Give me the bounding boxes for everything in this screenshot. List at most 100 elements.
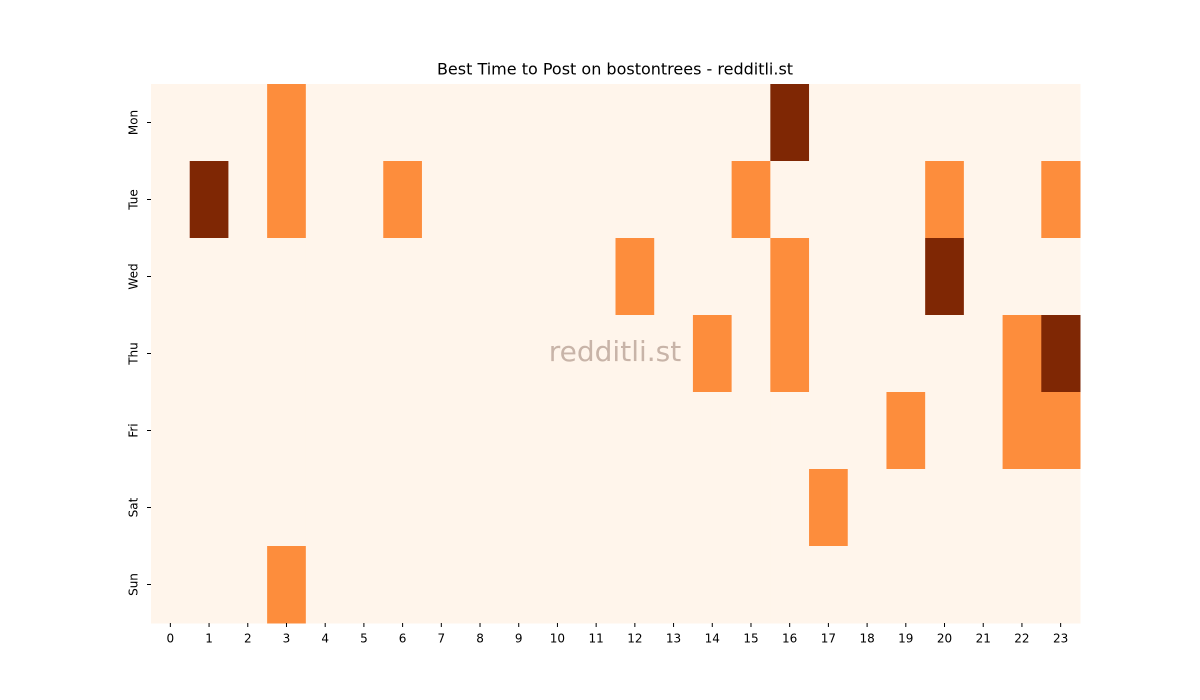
x-tick-label: 3 (283, 632, 291, 646)
heatmap-cell (731, 546, 771, 624)
heatmap-cell (344, 315, 384, 393)
heatmap-cell (692, 238, 733, 316)
heatmap-cell (576, 392, 616, 470)
heatmap-cell (460, 238, 500, 316)
heatmap-cell (460, 84, 500, 162)
heatmap-cell (151, 392, 191, 470)
heatmap-cell (731, 315, 771, 393)
heatmap-cell (615, 84, 655, 162)
heatmap-cell (615, 315, 655, 393)
heatmap-cell (267, 315, 307, 393)
heatmap-cell (731, 392, 771, 470)
heatmap-cell (151, 546, 191, 624)
heatmap-cell (925, 315, 965, 393)
heatmap-cell (305, 238, 346, 316)
heatmap-cell (847, 161, 887, 239)
heatmap-cell (770, 392, 810, 470)
heatmap-cell (1002, 161, 1042, 239)
heatmap-cell (538, 84, 578, 162)
heatmap-cell (1002, 546, 1042, 624)
heatmap-cell (809, 161, 849, 239)
heatmap-cell (305, 392, 346, 470)
heatmap-cell (615, 392, 655, 470)
heatmap-cell (809, 546, 849, 624)
heatmap-cell (499, 84, 539, 162)
x-tick-label: 5 (360, 632, 368, 646)
heatmap-cell (383, 161, 423, 239)
heatmap-cell (151, 238, 191, 316)
heatmap-cell (1041, 546, 1081, 624)
heatmap-cell (847, 238, 887, 316)
y-tick-label: Fri (127, 423, 141, 437)
heatmap-cell (267, 392, 307, 470)
heatmap-cell (344, 469, 384, 547)
heatmap-cell (925, 238, 965, 316)
heatmap-cell (731, 84, 771, 162)
heatmap-cell (692, 161, 733, 239)
heatmap-cell (576, 469, 616, 547)
heatmap-cell (963, 84, 1004, 162)
heatmap-cell (421, 161, 462, 239)
heatmap-cell (692, 392, 733, 470)
x-tick-label: 1 (205, 632, 213, 646)
heatmap-cell (305, 469, 346, 547)
heatmap-cell (615, 238, 655, 316)
heatmap-cell (305, 315, 346, 393)
heatmap-cell (963, 469, 1004, 547)
heatmap-cell (1002, 315, 1042, 393)
x-tick-label: 22 (1014, 632, 1029, 646)
heatmap-cell (1041, 161, 1081, 239)
heatmap-cell (383, 392, 423, 470)
heatmap-cell (847, 315, 887, 393)
heatmap-cell (383, 238, 423, 316)
heatmap-cell (847, 546, 887, 624)
heatmap-cell (305, 84, 346, 162)
heatmap-cell (267, 469, 307, 547)
heatmap-cell (576, 315, 616, 393)
heatmap-cell (344, 546, 384, 624)
heatmap-cell (460, 315, 500, 393)
heatmap-cell (421, 238, 462, 316)
heatmap-cell (344, 161, 384, 239)
heatmap-cell (499, 315, 539, 393)
heatmap-cell (460, 469, 500, 547)
heatmap-cell (925, 546, 965, 624)
heatmap-cell (847, 84, 887, 162)
heatmap-cell (576, 161, 616, 239)
heatmap-cell (809, 469, 849, 547)
heatmap-cell (886, 315, 926, 393)
y-tick-label: Mon (127, 110, 141, 135)
x-tick-label: 11 (589, 632, 604, 646)
heatmap-cell (305, 161, 346, 239)
heatmap-cell (770, 238, 810, 316)
x-tick-label: 20 (937, 632, 952, 646)
heatmap-cell (267, 546, 307, 624)
heatmap-cell (499, 238, 539, 316)
heatmap-cell (383, 315, 423, 393)
heatmap-cell (383, 546, 423, 624)
heatmap-cell (189, 315, 229, 393)
heatmap-cell (925, 469, 965, 547)
heatmap-cell (344, 238, 384, 316)
x-tick-label: 9 (515, 632, 523, 646)
heatmap-cell (151, 315, 191, 393)
heatmap-cell (692, 84, 733, 162)
heatmap-cell (847, 392, 887, 470)
heatmap-cell (731, 469, 771, 547)
x-tick-label: 8 (476, 632, 484, 646)
x-tick-label: 6 (399, 632, 407, 646)
heatmap-cell (847, 469, 887, 547)
heatmap-cell (228, 161, 268, 239)
heatmap-cell (654, 546, 694, 624)
heatmap-cell (538, 546, 578, 624)
x-tick-label: 7 (437, 632, 445, 646)
x-tick-label: 15 (743, 632, 758, 646)
heatmap-cell (499, 392, 539, 470)
heatmap-cell (770, 469, 810, 547)
heatmap-cell (809, 315, 849, 393)
x-tick-label: 18 (859, 632, 874, 646)
heatmap-cell (770, 161, 810, 239)
x-tick-label: 17 (821, 632, 836, 646)
x-tick-label: 13 (666, 632, 681, 646)
heatmap-cell (1041, 315, 1081, 393)
